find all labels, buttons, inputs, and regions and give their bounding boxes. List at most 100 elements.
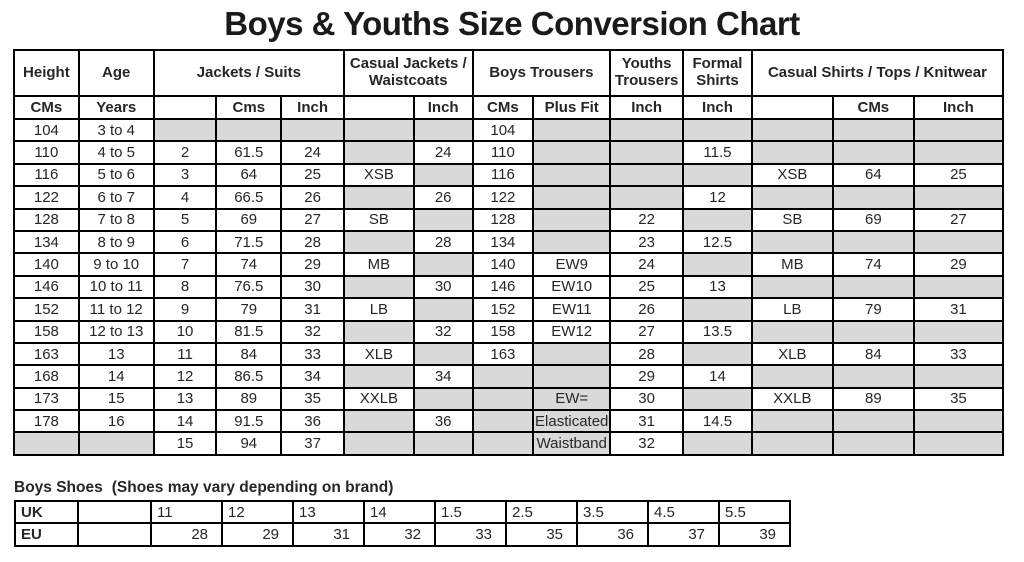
table-cell: Waistband (532, 431, 612, 456)
column-subheader (750, 95, 834, 120)
table-cell (152, 117, 218, 143)
table-cell: 146 (471, 274, 535, 300)
table-cell (912, 117, 1005, 143)
table-cell: 4 to 5 (77, 140, 155, 165)
table-row: 178 16 14 91.5 36 36 Elasticated 31 14.5 (13, 409, 1005, 434)
column-group-header: Height (13, 49, 80, 97)
table-cell: 10 (152, 319, 218, 344)
table-cell: 14 (682, 364, 753, 389)
shoes-table-body: UK 11 12 13 14 1.5 2.5 3.5 4.5 5.5 EU 28 29 31 32 33 35 3… (14, 499, 791, 547)
table-cell: 34 (280, 364, 345, 389)
table-cell: 128 (13, 207, 80, 232)
table-cell: 61.5 (215, 140, 283, 165)
table-cell (682, 252, 753, 277)
table-cell: 91.5 (215, 409, 283, 434)
table-cell (412, 297, 474, 322)
table-cell (412, 431, 474, 456)
shoes-note: (Shoes may vary depending on brand) (111, 478, 394, 496)
table-cell (682, 117, 753, 143)
table-cell: 116 (471, 162, 535, 188)
table-cell (342, 409, 415, 434)
table-cell: 163 (13, 341, 80, 367)
table-row: 116 5 to 6 3 64 25 XSB 116 XSB 64 25 (13, 162, 1005, 188)
page-title: Boys & Youths Size Conversion Chart (224, 5, 800, 42)
column-subheader: CMs (471, 95, 535, 120)
column-subheader: CMs (13, 95, 80, 120)
table-cell: 36 (412, 409, 474, 434)
table-cell: 26 (280, 185, 345, 210)
table-cell (831, 431, 915, 456)
table-cell: XSB (750, 162, 834, 188)
table-cell: 5 to 6 (77, 162, 155, 188)
table-cell: 27 (280, 207, 345, 232)
table-row: 168 14 12 86.5 34 34 29 14 (13, 364, 1005, 389)
table-cell (750, 409, 834, 434)
table-cell: LB (750, 297, 834, 322)
shoe-size-cell: 3.5 (576, 499, 649, 525)
table-cell: 16 (77, 409, 155, 434)
table-cell: 27 (912, 207, 1005, 232)
size-table-body: 104 3 to 4 104 110 4 to 5 2 61.5 24 24 110 11.5 116… (13, 117, 1005, 456)
table-cell (750, 185, 834, 210)
shoes-title: Boys Shoes (14, 478, 103, 496)
table-cell: 110 (471, 140, 535, 165)
table-row: 146 10 to 11 8 76.5 30 30 146 EW10 25 13 (13, 274, 1005, 300)
table-row: 140 9 to 10 7 74 29 MB 140 EW9 24 MB 74 29 (13, 252, 1005, 277)
table-cell: XSB (342, 162, 415, 188)
size-conversion-table: Height Age Jackets / Suits Casual Jackets /… (13, 49, 1005, 456)
column-subheader (342, 95, 415, 120)
table-cell (412, 341, 474, 367)
table-cell: 11 (152, 341, 218, 367)
table-cell: SB (342, 207, 415, 232)
table-cell: 23 (609, 229, 685, 255)
table-cell (750, 117, 834, 143)
table-cell: EW9 (532, 252, 612, 277)
table-cell (609, 117, 685, 143)
column-group-header: Youths Trousers (609, 49, 685, 97)
table-cell (412, 386, 474, 412)
table-cell: 122 (471, 185, 535, 210)
table-cell (532, 364, 612, 389)
table-cell (682, 431, 753, 456)
table-cell: 30 (412, 274, 474, 300)
column-subheader: Inch (912, 95, 1005, 120)
table-cell: 35 (912, 386, 1005, 412)
table-cell (750, 274, 834, 300)
column-group-header: Boys Trousers (471, 49, 612, 97)
table-cell: 13 (152, 386, 218, 412)
table-cell: 89 (831, 386, 915, 412)
table-cell (532, 117, 612, 143)
table-row: 110 4 to 5 2 61.5 24 24 110 11.5 (13, 140, 1005, 165)
table-cell: 89 (215, 386, 283, 412)
table-cell: EW10 (532, 274, 612, 300)
table-cell: 12 (682, 185, 753, 210)
table-cell: 69 (215, 207, 283, 232)
table-cell (471, 386, 535, 412)
table-cell (912, 409, 1005, 434)
table-cell: 79 (831, 297, 915, 322)
table-cell: 66.5 (215, 185, 283, 210)
size-table-header: Height Age Jackets / Suits Casual Jackets /… (13, 49, 1005, 120)
shoe-size-cell (77, 499, 152, 525)
table-cell: 31 (912, 297, 1005, 322)
table-cell: 32 (412, 319, 474, 344)
shoe-size-row: EU 28 29 31 32 33 35 36 37 39 (14, 522, 791, 547)
shoes-section-heading: Boys Shoes (Shoes may vary depending on b… (14, 479, 1024, 497)
table-cell: 25 (912, 162, 1005, 188)
table-cell: 178 (13, 409, 80, 434)
table-cell: 7 (152, 252, 218, 277)
column-subheader: Inch (412, 95, 474, 120)
table-cell: 8 to 9 (77, 229, 155, 255)
table-cell (532, 162, 612, 188)
table-cell (532, 140, 612, 165)
table-cell: 29 (912, 252, 1005, 277)
table-cell: 26 (412, 185, 474, 210)
table-cell: SB (750, 207, 834, 232)
table-cell: 15 (152, 431, 218, 456)
table-cell: XLB (342, 341, 415, 367)
shoe-size-cell: 28 (150, 522, 223, 547)
table-cell: 158 (471, 319, 535, 344)
table-cell (682, 207, 753, 232)
table-cell: 94 (215, 431, 283, 456)
table-cell: 64 (831, 162, 915, 188)
